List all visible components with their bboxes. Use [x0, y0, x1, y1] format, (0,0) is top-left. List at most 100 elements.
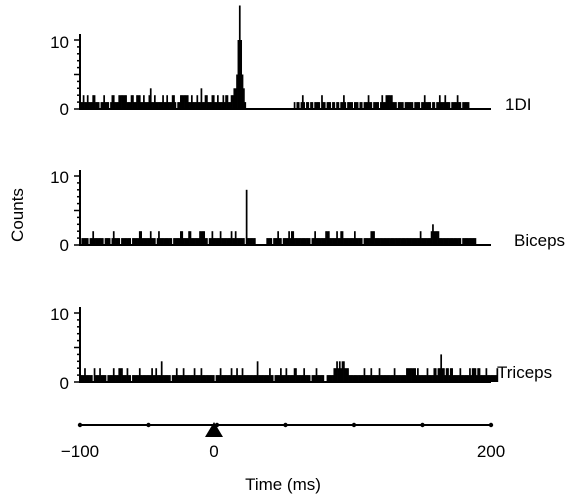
triceps-bar — [248, 375, 251, 382]
biceps-bar — [163, 238, 166, 245]
triceps-bar — [144, 375, 147, 382]
triceps-bar — [319, 375, 322, 382]
triceps-bar — [478, 368, 481, 382]
1di-bar — [448, 102, 451, 109]
triceps-bar — [119, 368, 122, 382]
1di-bar — [192, 102, 195, 109]
biceps-bar — [201, 231, 204, 245]
1di-bar — [243, 88, 245, 109]
triceps-bar — [219, 368, 222, 382]
1di-bar — [317, 102, 319, 109]
biceps-bar — [415, 238, 418, 245]
1di-bar — [418, 102, 421, 109]
triceps-bar — [464, 375, 467, 382]
triceps-bar — [204, 375, 207, 382]
time-axis-tick — [488, 422, 494, 428]
triceps-bar — [243, 375, 245, 382]
triceps-bar — [232, 375, 234, 382]
triceps-bar — [156, 375, 159, 382]
biceps-bar — [89, 238, 92, 245]
1di-bar — [166, 95, 169, 109]
triceps-bar — [264, 375, 267, 382]
1di-bar — [126, 102, 129, 109]
triceps-bar — [290, 375, 293, 382]
biceps-bar — [134, 238, 137, 245]
1di-bar — [374, 102, 377, 109]
biceps-bar — [247, 238, 249, 245]
biceps-bar — [277, 231, 279, 245]
triceps-bar — [299, 375, 301, 382]
biceps-bar — [116, 238, 119, 245]
1di-bar — [115, 102, 118, 109]
1di-bar — [97, 102, 100, 109]
triceps-bar — [188, 375, 190, 382]
1di-bar — [366, 102, 369, 109]
triceps-bar — [293, 368, 296, 382]
x-axis-label: Time (ms) — [245, 475, 321, 494]
triceps-bar — [118, 368, 121, 382]
triceps-bar — [301, 375, 304, 382]
biceps-bar — [449, 238, 452, 245]
1di-bar — [343, 95, 345, 109]
biceps-bar — [400, 238, 403, 245]
triceps-bar — [284, 375, 286, 382]
triceps-bar — [362, 375, 364, 382]
triceps-bar — [306, 375, 308, 382]
triceps-bar — [459, 368, 462, 382]
triceps-bar — [226, 375, 229, 382]
triceps-bar — [303, 368, 306, 382]
1di-bar — [436, 102, 438, 109]
triceps-bar — [282, 375, 285, 382]
triceps-bar — [292, 375, 295, 382]
biceps-bar — [195, 238, 197, 245]
1di-bar — [158, 102, 160, 109]
1di-bar — [326, 102, 329, 109]
1di-bar — [156, 102, 159, 109]
1di-bar — [112, 95, 115, 109]
time-axis-tick — [283, 422, 288, 428]
1di-bar — [180, 95, 182, 109]
triceps-bar — [321, 375, 323, 382]
1di-bar — [440, 102, 443, 109]
biceps-bar — [200, 231, 203, 245]
triceps-bar — [167, 375, 170, 382]
triceps-bar — [137, 375, 140, 382]
time-axis-tick — [146, 422, 151, 428]
biceps-bar — [184, 238, 186, 245]
triceps-bar — [182, 368, 185, 382]
biceps-bar — [270, 238, 273, 245]
1di-bar — [215, 102, 218, 109]
biceps-bar — [401, 238, 404, 245]
biceps-bar — [266, 238, 269, 245]
triceps-bar — [141, 375, 144, 382]
biceps-bar — [160, 238, 163, 245]
1di-bar — [354, 102, 356, 109]
1di-bar — [203, 102, 206, 109]
triceps-bar — [351, 375, 353, 382]
triceps-bar — [160, 361, 163, 382]
triceps-bar — [466, 375, 469, 382]
biceps-bar — [378, 238, 381, 245]
triceps-bar — [486, 375, 489, 382]
1di-bar — [211, 95, 214, 109]
triceps-bar — [247, 375, 249, 382]
biceps-bar — [114, 238, 116, 245]
triceps-bar — [322, 375, 325, 382]
1di-bar — [206, 95, 208, 109]
1di-bar — [132, 95, 134, 109]
triceps-bar — [238, 375, 241, 382]
1di-bar — [201, 102, 204, 109]
triceps-bar — [441, 368, 444, 382]
triceps-bar — [296, 375, 299, 382]
1di-bar — [190, 95, 193, 109]
biceps-bar — [377, 238, 380, 245]
1di-bar — [392, 102, 395, 109]
1di-bar — [223, 102, 226, 109]
biceps-bar — [108, 238, 111, 245]
1di-bar — [229, 102, 232, 109]
1di-bar — [363, 102, 366, 109]
triceps-bar — [136, 375, 138, 382]
triceps-bar — [96, 375, 99, 382]
biceps-bar — [341, 231, 344, 245]
